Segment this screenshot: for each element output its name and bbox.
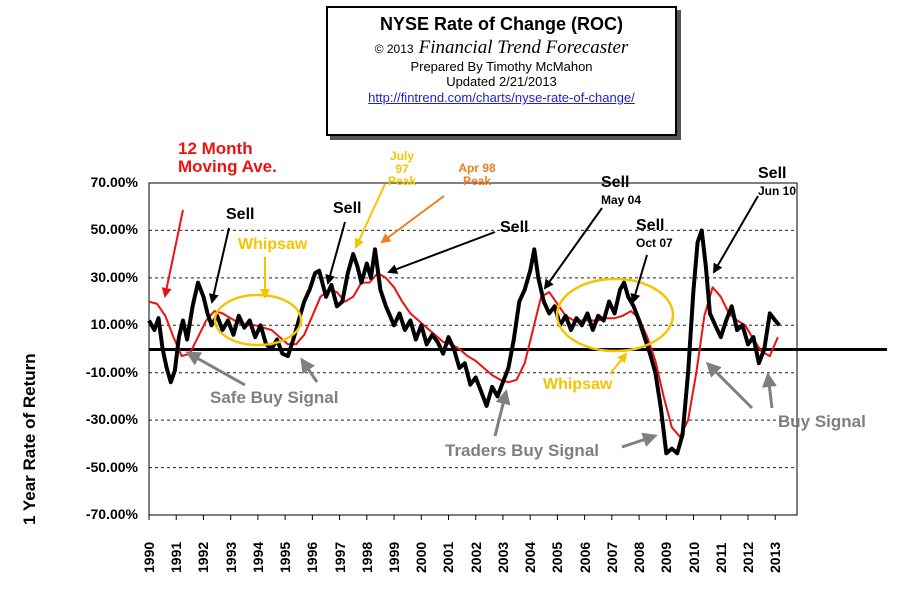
traders-buy-arrow-2 bbox=[621, 432, 658, 449]
chart-title: NYSE Rate of Change (ROC) bbox=[379, 14, 624, 34]
y-tick-label: -50.00% bbox=[85, 458, 138, 475]
x-tick-label: 1991 bbox=[168, 541, 185, 573]
may04-label: May 04 bbox=[601, 193, 642, 207]
x-tick-label: 2004 bbox=[522, 541, 539, 573]
y-tick-label: -10.00% bbox=[85, 363, 138, 380]
x-tick-label: 2006 bbox=[576, 541, 593, 573]
sell-may04-arrow bbox=[543, 207, 603, 290]
x-tick-label: 2001 bbox=[440, 541, 457, 573]
x-tick-label: 1993 bbox=[222, 541, 239, 573]
moving-average-line bbox=[148, 272, 779, 438]
buy-signal-arrow-1 bbox=[705, 361, 754, 410]
sell-1997-label: Sell bbox=[333, 200, 362, 217]
y-tick-label: -70.00% bbox=[85, 506, 138, 522]
x-tick-label: 2010 bbox=[685, 541, 702, 573]
apr98-label: Apr 98 Peak bbox=[458, 161, 496, 188]
x-tick-label: 1999 bbox=[386, 541, 403, 573]
y-tick-label: 50.00% bbox=[90, 221, 138, 238]
whipsaw-ellipse-1994 bbox=[213, 293, 303, 347]
x-tick-marks bbox=[148, 515, 776, 520]
x-tick-label: 1997 bbox=[331, 541, 348, 573]
updated-date: Updated 2/21/2013 bbox=[446, 74, 557, 89]
safe-buy-arrow-2 bbox=[300, 357, 319, 383]
safe-buy-arrow-1 bbox=[185, 351, 246, 387]
x-tick-label: 2008 bbox=[631, 541, 648, 573]
safe-buy-label: Safe Buy Signal bbox=[210, 388, 339, 407]
prepared-by: Prepared By Timothy McMahon bbox=[410, 59, 593, 74]
x-tick-label: 2007 bbox=[603, 541, 620, 573]
whipsaw-2007-label: Whipsaw bbox=[543, 376, 613, 393]
sell-jun10-label: Sell bbox=[758, 165, 787, 182]
moving-avg-arrow bbox=[161, 209, 184, 298]
source-link[interactable]: http://fintrend.com/charts/nyse-rate-of-… bbox=[368, 90, 635, 105]
x-tick-label: 1995 bbox=[277, 541, 294, 573]
sell-1992-label: Sell bbox=[226, 206, 255, 223]
x-tick-label: 1994 bbox=[249, 541, 266, 573]
x-tick-label: 2011 bbox=[712, 542, 729, 573]
x-tick-label: 1996 bbox=[304, 541, 321, 573]
sell-1997-arrow bbox=[325, 221, 346, 285]
whipsaw-1994-label: Whipsaw bbox=[238, 236, 308, 253]
traders-buy-arrow-1 bbox=[493, 389, 511, 437]
whipsaw-2007-arrow bbox=[609, 352, 628, 375]
oct07-label: Oct 07 bbox=[636, 236, 673, 250]
y-tick-label: 70.00% bbox=[90, 174, 138, 190]
sell-may04-label: Sell bbox=[601, 174, 630, 191]
x-tick-label: 2003 bbox=[494, 541, 511, 573]
x-tick-label: 2009 bbox=[658, 541, 675, 573]
x-tick-label: 2013 bbox=[767, 541, 784, 573]
y-tick-label: 30.00% bbox=[90, 268, 138, 285]
sell-2003-label: Sell bbox=[500, 219, 529, 236]
brand-name: Financial Trend Forecaster bbox=[418, 37, 629, 58]
moving-avg-label: 12 Month Moving Ave. bbox=[178, 139, 277, 176]
x-tick-label: 2000 bbox=[413, 541, 430, 573]
x-tick-label: 1990 bbox=[141, 541, 157, 573]
sell-oct07-label: Sell bbox=[636, 217, 665, 234]
x-tick-label: 2005 bbox=[549, 541, 566, 573]
apr98-arrow bbox=[380, 195, 445, 244]
copyright: © 2013 bbox=[374, 42, 414, 56]
buy-signal-label: Buy Signal bbox=[778, 412, 866, 431]
july97-arrow bbox=[354, 183, 386, 249]
y-tick-label: 10.00% bbox=[90, 316, 138, 333]
brand-line: © 2013 Financial Trend Forecaster bbox=[328, 37, 675, 59]
title-box: NYSE Rate of Change (ROC) © 2013 Financi… bbox=[326, 6, 677, 136]
x-tick-label: 2012 bbox=[739, 541, 756, 573]
x-tick-label: 2002 bbox=[467, 541, 484, 573]
sell-oct07-arrow bbox=[630, 254, 648, 304]
july97-label: July 97 Peak bbox=[387, 149, 417, 189]
x-tick-label: 1992 bbox=[195, 541, 212, 573]
sell-jun10-arrow bbox=[712, 195, 759, 274]
traders-buy-label: Traders Buy Signal bbox=[445, 441, 599, 460]
sell-1992-arrow bbox=[208, 227, 230, 304]
roc-line bbox=[147, 228, 781, 456]
buy-signal-arrow-2 bbox=[761, 372, 777, 409]
x-tick-label: 1998 bbox=[358, 541, 375, 573]
jun10-label: Jun 10 bbox=[758, 184, 797, 198]
whipsaw-ellipse-2007 bbox=[555, 277, 675, 353]
sell-2003-arrow bbox=[387, 231, 496, 274]
y-tick-label: -30.00% bbox=[85, 411, 138, 428]
